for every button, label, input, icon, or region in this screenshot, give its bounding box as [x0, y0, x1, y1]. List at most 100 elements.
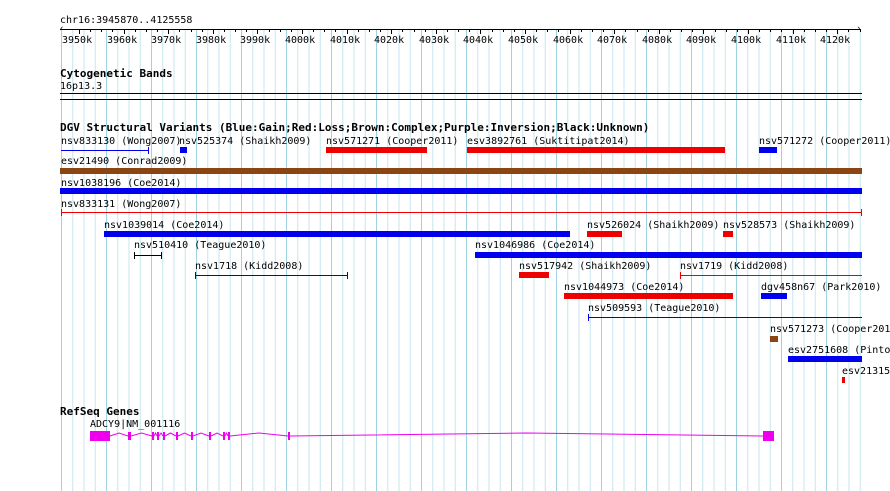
variant-bar[interactable]	[60, 188, 862, 194]
ruler-minor-tick	[191, 29, 192, 32]
variant-bar[interactable]	[60, 168, 862, 174]
ruler-minor-tick	[848, 29, 849, 32]
variant-bar[interactable]	[61, 150, 149, 151]
variant-label[interactable]: esv21490 (Conrad2009)	[61, 156, 188, 167]
refseq-track-title[interactable]: RefSeq Genes	[60, 405, 140, 418]
ruler-tick	[748, 29, 749, 34]
variant-bar[interactable]	[326, 147, 427, 153]
gene-label[interactable]: ADCY9|NM_001116	[90, 419, 181, 430]
ruler-tick	[124, 29, 125, 34]
variant-bar[interactable]	[770, 336, 778, 342]
variant-bar[interactable]	[761, 293, 787, 299]
variant-label[interactable]: nsv1046986 (Coe2014)	[475, 240, 596, 251]
variant-label[interactable]: nsv571273 (Cooper201	[770, 324, 890, 335]
ruler-minor-tick	[737, 29, 738, 32]
ruler-tick	[703, 29, 704, 34]
variant-label[interactable]: nsv528573 (Shaikh2009)	[723, 220, 856, 231]
variant-label[interactable]: dgv458n67 (Park2010)	[761, 282, 882, 293]
ruler-tick	[837, 29, 838, 34]
ruler-minor-tick	[648, 29, 649, 32]
ruler-minor-tick	[815, 29, 816, 32]
ruler-minor-tick	[860, 29, 861, 32]
variant-bar[interactable]	[180, 147, 187, 153]
ruler-minor-tick	[157, 29, 158, 32]
ruler-tick-label: 3980k	[196, 35, 227, 46]
variant-label[interactable]: nsv1039014 (Coe2014)	[104, 220, 225, 231]
variant-bar[interactable]	[588, 317, 862, 318]
ruler-minor-tick	[179, 29, 180, 32]
variant-label[interactable]: nsv1719 (Kidd2008)	[680, 261, 789, 272]
variant-bar[interactable]	[134, 255, 162, 256]
variant-label[interactable]: nsv833130 (Wong2007)	[61, 136, 182, 147]
variant-label[interactable]: esv2751608 (Pinto	[788, 345, 890, 356]
ruler-tick-label: 4010k	[330, 35, 361, 46]
variant-bar[interactable]	[587, 231, 622, 237]
ruler-position: chr16:3945870..4125558	[60, 15, 193, 26]
ruler-tick	[570, 29, 571, 34]
variant-bar[interactable]	[104, 231, 570, 237]
ruler-tick-label: 4100k	[731, 35, 762, 46]
ruler-tick	[436, 29, 437, 34]
ruler-tick-label: 3960k	[107, 35, 138, 46]
variant-label[interactable]: nsv571272 (Cooper2011)	[759, 136, 890, 147]
cytoband-bottom-line	[60, 99, 862, 100]
variant-bar[interactable]	[788, 356, 862, 362]
variant-label[interactable]: nsv571271 (Cooper2011)	[326, 136, 459, 147]
ruler-minor-tick	[503, 29, 504, 32]
ruler-minor-tick	[670, 29, 671, 32]
ruler-minor-tick	[112, 29, 113, 32]
cytoband-top-line	[60, 93, 862, 94]
variant-label[interactable]: nsv509593 (Teague2010)	[588, 303, 721, 314]
variant-label[interactable]: nsv517942 (Shaikh2009)	[519, 261, 652, 272]
variant-label[interactable]: nsv525374 (Shaikh2009)	[179, 136, 312, 147]
ruler-minor-tick	[414, 29, 415, 32]
variant-label[interactable]: esv21315	[842, 366, 890, 377]
ruler-minor-tick	[313, 29, 314, 32]
ruler-minor-tick	[804, 29, 805, 32]
dgv-track-title[interactable]: DGV Structural Variants (Blue:Gain;Red:L…	[60, 121, 650, 134]
ruler-minor-tick	[202, 29, 203, 32]
ruler-minor-tick	[826, 29, 827, 32]
variant-label[interactable]: nsv833131 (Wong2007)	[61, 199, 182, 210]
ruler-tick	[793, 29, 794, 34]
ruler-tick-label: 3950k	[62, 35, 93, 46]
ruler-tick-label: 4110k	[776, 35, 807, 46]
ruler-tick	[614, 29, 615, 34]
variant-bar[interactable]	[195, 275, 348, 276]
variant-bar[interactable]	[61, 212, 861, 213]
ruler-minor-tick	[101, 29, 102, 32]
variant-label[interactable]: nsv1718 (Kidd2008)	[195, 261, 304, 272]
variant-bar[interactable]	[723, 231, 733, 237]
ruler-tick-label: 4020k	[374, 35, 405, 46]
ruler-tick-label: 4090k	[686, 35, 717, 46]
ruler-minor-tick	[514, 29, 515, 32]
variant-bar-end	[148, 147, 149, 154]
variant-label[interactable]: esv3892761 (Suktitipat2014)	[467, 136, 630, 147]
variant-bar[interactable]	[467, 147, 725, 153]
variant-bar[interactable]	[564, 293, 733, 299]
variant-bar-start	[588, 314, 589, 321]
ruler-minor-tick	[335, 29, 336, 32]
variant-label[interactable]: nsv510410 (Teague2010)	[134, 240, 267, 251]
ruler-tick	[525, 29, 526, 34]
variant-label[interactable]: nsv1038196 (Coe2014)	[61, 178, 182, 189]
ruler-tick-label: 4040k	[463, 35, 494, 46]
ruler-tick-label: 3970k	[151, 35, 182, 46]
variant-bar[interactable]	[759, 147, 777, 153]
variant-bar[interactable]	[842, 377, 845, 383]
ruler-minor-tick	[90, 29, 91, 32]
variant-bar-end	[347, 272, 348, 279]
ruler-minor-tick	[246, 29, 247, 32]
variant-bar-start	[61, 209, 62, 216]
cytoband-label: 16p13.3	[60, 81, 103, 92]
variant-bar[interactable]	[475, 252, 862, 258]
variant-label[interactable]: nsv1044973 (Coe2014)	[564, 282, 685, 293]
variant-bar[interactable]	[680, 275, 862, 276]
variant-label[interactable]: nsv526024 (Shaikh2009)	[587, 220, 720, 231]
variant-bar[interactable]	[519, 272, 549, 278]
ruler-minor-tick	[625, 29, 626, 32]
cytoband-track-title[interactable]: Cytogenetic Bands	[60, 67, 173, 80]
ruler-tick-label: 3990k	[240, 35, 271, 46]
